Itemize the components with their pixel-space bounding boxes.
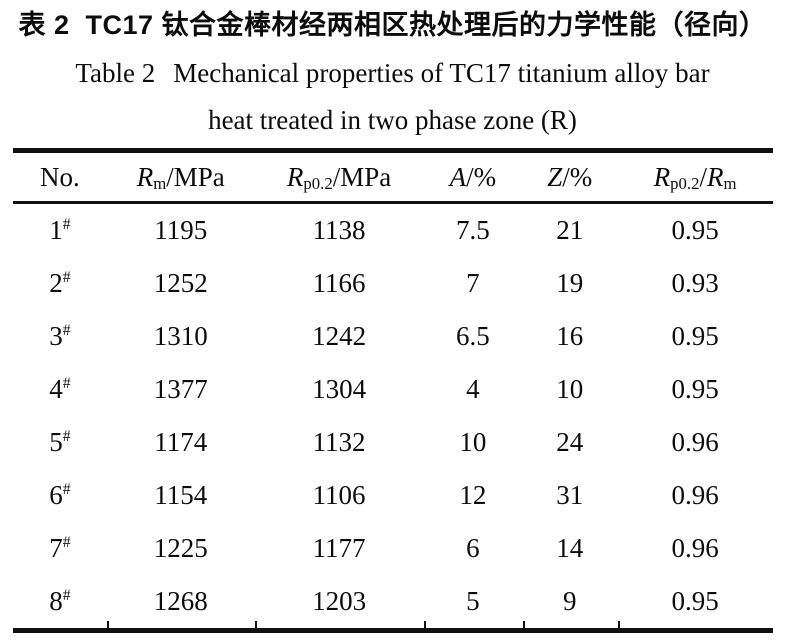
col-header-rm: Rm/MPa (106, 150, 255, 204)
cell-rm: 1154 (154, 480, 208, 510)
cell-rp02: 1132 (312, 427, 366, 457)
caption-chinese-label: 表 2 (18, 10, 70, 40)
cell-no: 3# (13, 310, 107, 363)
cell-a: 6 (466, 533, 480, 563)
caption-english-label: Table 2 (75, 58, 156, 88)
table-row: 4# 1377 1304 4 10 0.95 (13, 363, 773, 416)
row-number: 7 (49, 533, 63, 563)
cell-a: 10 (459, 427, 487, 457)
cell-rm: 1225 (153, 533, 208, 563)
cell-rm: 1377 (153, 374, 208, 404)
table-row: 6# 1154 1106 12 31 0.96 (13, 469, 773, 522)
cell-z: 9 (563, 586, 577, 616)
col-header-z: Z/% (522, 150, 618, 204)
table-body: 1# 1195 1138 7.5 21 0.95 2# 1252 1166 7 19 0.93 3# 13… (13, 203, 773, 631)
row-number-mark: # (62, 428, 71, 445)
column-tick (107, 621, 109, 631)
table-row: 8# 1268 1203 5 9 0.95 (13, 575, 773, 631)
row-number-mark: # (62, 216, 71, 233)
table-row: 7# 1225 1177 6 14 0.96 (13, 522, 773, 575)
col-header-ratio: Rp0.2/Rm (617, 150, 773, 204)
cell-a: 5 (466, 586, 480, 616)
row-number-mark: # (62, 587, 71, 604)
cell-rm: 1174 (154, 427, 208, 457)
cell-ratio: 0.95 (671, 321, 719, 351)
cell-ratio: 0.96 (671, 427, 719, 457)
cell-a: 6.5 (456, 321, 490, 351)
caption-english-line2: heat treated in two phase zone (R) (208, 105, 577, 135)
cell-no: 4# (13, 363, 107, 416)
caption-chinese-title: TC17 钛合金棒材经两相区热处理后的力学性能（径向） (85, 10, 767, 40)
column-tick (618, 621, 620, 631)
table-row: 5# 1174 1132 10 24 0.96 (13, 416, 773, 469)
cell-no: 7# (13, 522, 107, 575)
cell-rp02: 1138 (312, 215, 366, 245)
cell-rp02: 1177 (312, 533, 366, 563)
cell-no: 5# (13, 416, 107, 469)
caption-english-title: Mechanical properties of TC17 titanium a… (173, 58, 710, 88)
cell-rp02: 1304 (312, 374, 367, 404)
cell-z: 19 (556, 268, 584, 298)
table-row: 3# 1310 1242 6.5 16 0.95 (13, 310, 773, 363)
row-number-mark: # (62, 481, 71, 498)
cell-ratio: 0.96 (671, 480, 719, 510)
cell-no: 2# (13, 257, 107, 310)
table-row: 1# 1195 1138 7.5 21 0.95 (13, 203, 773, 258)
cell-rm: 1195 (154, 215, 208, 245)
cell-z: 24 (556, 427, 584, 457)
cell-no: 6# (13, 469, 107, 522)
row-number: 1 (49, 215, 63, 245)
cell-no: 8# (13, 575, 107, 631)
properties-table-wrap: No. Rm/MPa Rp0.2/MPa A/% Z/% Rp0.2/Rm (13, 148, 773, 633)
table-header: No. Rm/MPa Rp0.2/MPa A/% Z/% Rp0.2/Rm (13, 150, 773, 204)
caption-english-line1: Table 2 Mechanical properties of TC17 tit… (0, 57, 785, 89)
row-number: 6 (49, 480, 63, 510)
row-number-mark: # (62, 534, 71, 551)
cell-z: 14 (556, 533, 584, 563)
column-tick (255, 621, 257, 631)
caption-chinese: 表 2 TC17 钛合金棒材经两相区热处理后的力学性能（径向） (0, 0, 785, 43)
cell-a: 12 (459, 480, 487, 510)
row-number: 3 (49, 321, 63, 351)
cell-z: 21 (556, 215, 584, 245)
col-header-rp02: Rp0.2/MPa (254, 150, 424, 204)
row-number: 5 (49, 427, 63, 457)
cell-ratio: 0.93 (671, 268, 719, 298)
column-tick (424, 621, 426, 631)
cell-no: 1# (13, 203, 107, 258)
col-header-a: A/% (423, 150, 523, 204)
cell-rp02: 1203 (312, 586, 367, 616)
cell-rp02: 1242 (312, 321, 367, 351)
properties-table: No. Rm/MPa Rp0.2/MPa A/% Z/% Rp0.2/Rm (13, 148, 773, 633)
cell-z: 10 (556, 374, 584, 404)
cell-rm: 1252 (153, 268, 208, 298)
cell-rp02: 1106 (312, 480, 366, 510)
header-row: No. Rm/MPa Rp0.2/MPa A/% Z/% Rp0.2/Rm (13, 150, 773, 204)
cell-rm: 1310 (153, 321, 208, 351)
cell-ratio: 0.95 (671, 215, 719, 245)
col-header-no: No. (13, 150, 107, 204)
cell-rm: 1268 (153, 586, 208, 616)
row-number: 2 (49, 268, 63, 298)
cell-ratio: 0.95 (671, 586, 719, 616)
cell-rp02: 1166 (312, 268, 366, 298)
cell-z: 31 (556, 480, 584, 510)
table-row: 2# 1252 1166 7 19 0.93 (13, 257, 773, 310)
cell-a: 7 (466, 268, 480, 298)
cell-a: 4 (466, 374, 480, 404)
cell-ratio: 0.96 (671, 533, 719, 563)
column-tick (523, 621, 525, 631)
row-number: 8 (49, 586, 63, 616)
cell-ratio: 0.95 (671, 374, 719, 404)
row-number-mark: # (62, 375, 71, 392)
row-number-mark: # (62, 322, 71, 339)
row-number-mark: # (62, 269, 71, 286)
cell-z: 16 (556, 321, 584, 351)
cell-a: 7.5 (456, 215, 490, 245)
row-number: 4 (49, 374, 63, 404)
